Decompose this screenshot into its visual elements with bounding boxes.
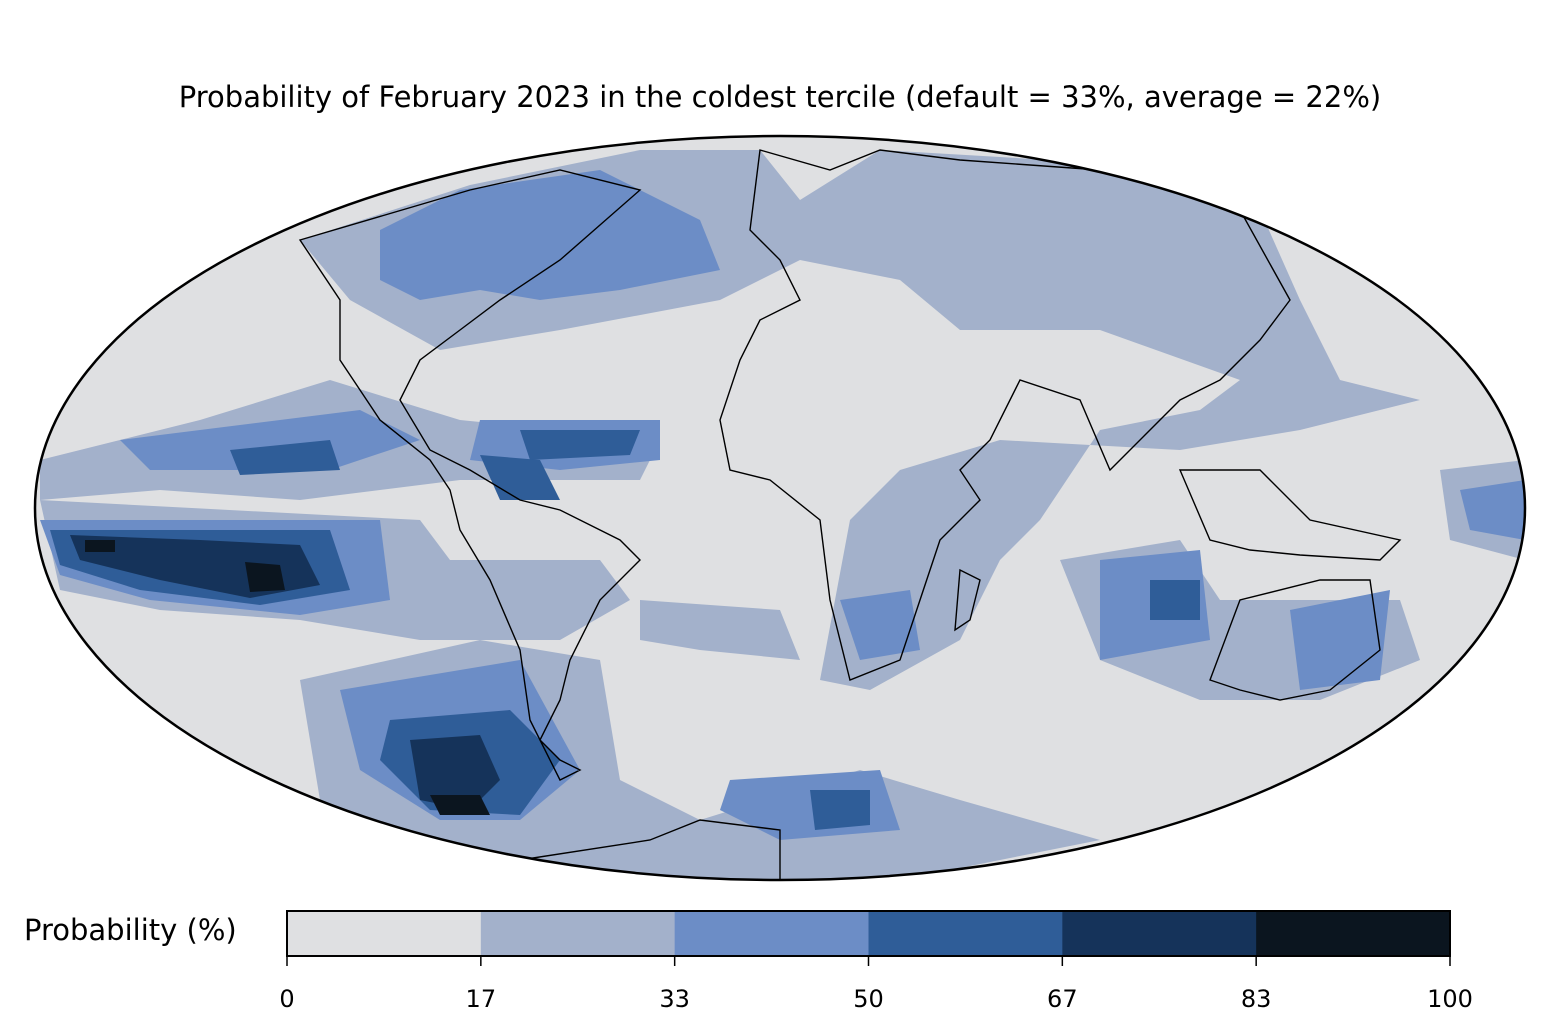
colorbar-bin-17-33	[480, 911, 676, 956]
colorbar-tick-label: 67	[1047, 985, 1078, 1013]
colorbar-bin-50-67	[868, 911, 1063, 956]
colorbar-tick-label: 100	[1427, 985, 1473, 1013]
colorbar-bin-67-83	[1062, 911, 1257, 956]
globe-outline	[33, 134, 1527, 882]
colorbar-bin-0-17	[287, 911, 482, 956]
colorbar-tick-label: 50	[853, 985, 884, 1013]
band-83-100	[85, 540, 490, 815]
colorbar-bin-83-100	[1256, 911, 1451, 956]
colorbar-tick-label: 0	[279, 985, 295, 1013]
map-title: Probability of February 2023 in the cold…	[178, 80, 1382, 114]
colorbar-tick-label: 17	[465, 985, 497, 1013]
colorbar-bin-33-50	[674, 911, 869, 956]
colorbar-label: Probability (%)	[24, 913, 237, 947]
colorbar-tick-label: 83	[1240, 985, 1272, 1013]
colorbar-tick-label: 33	[659, 985, 690, 1013]
probability-field	[35, 136, 1525, 880]
coastlines	[298, 149, 1402, 880]
